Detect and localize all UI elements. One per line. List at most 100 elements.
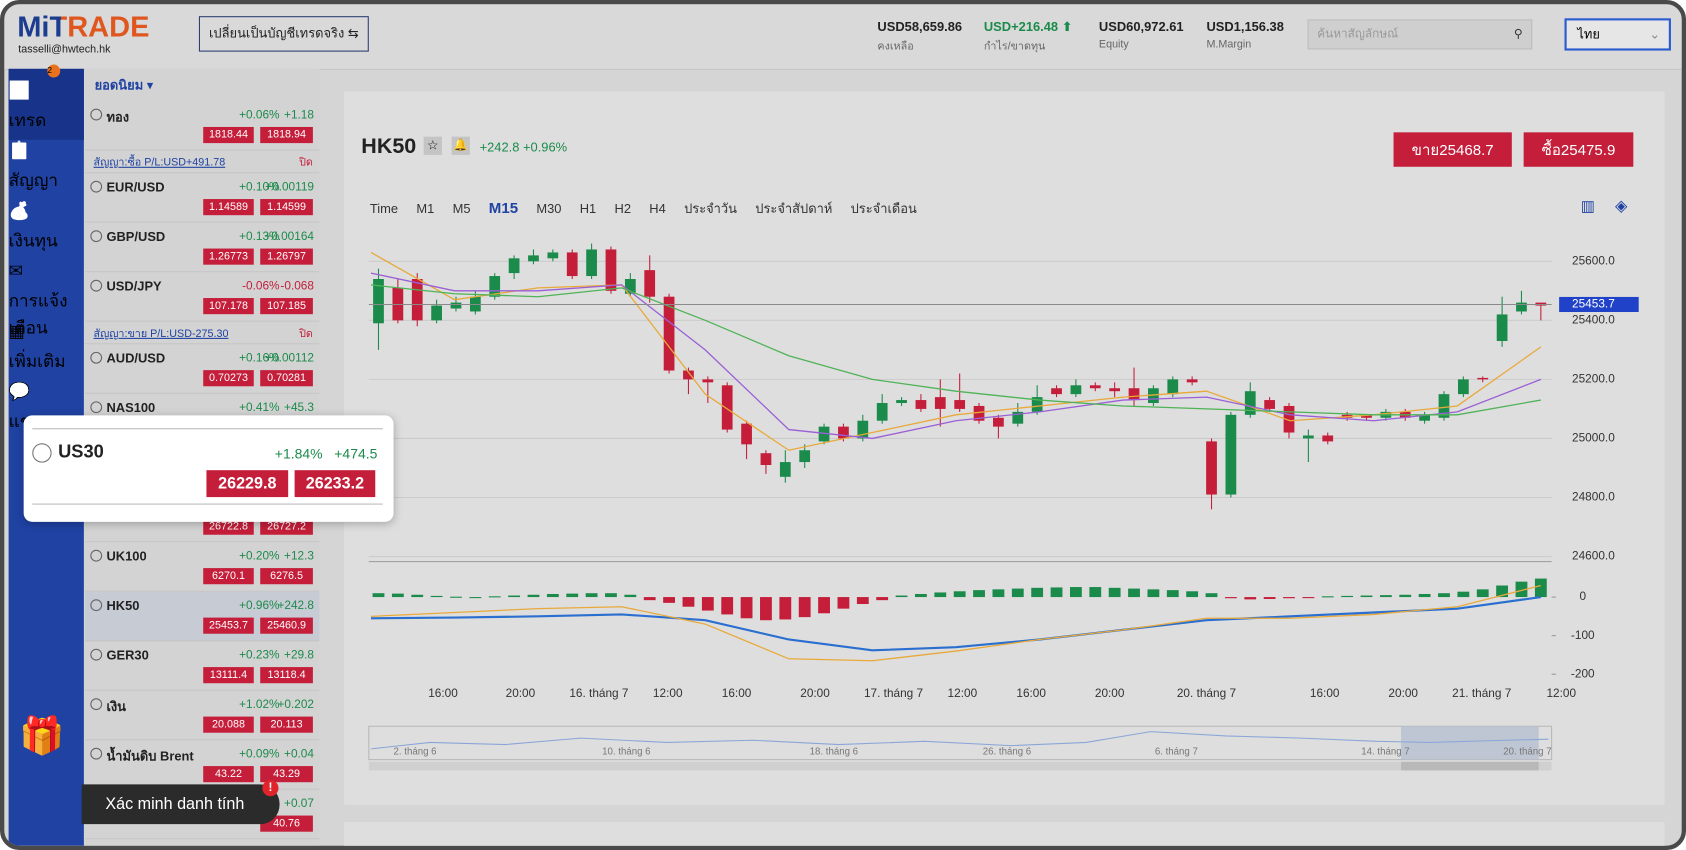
timeframe[interactable]: Time: [369, 201, 399, 217]
buy-price[interactable]: 1.26797: [260, 248, 313, 265]
buy-button[interactable]: ซื้อ25475.9: [1523, 132, 1634, 167]
radio[interactable]: [90, 108, 103, 121]
chart-type-button[interactable]: ▥: [1580, 196, 1595, 215]
watchlist-row[interactable]: ทอง +0.06% +1.18 1818.44 1818.94: [84, 101, 320, 151]
sidebar-item[interactable]: 💰 เงินทุน: [9, 200, 84, 260]
pct-change: +1.02%: [239, 698, 280, 712]
gift[interactable]: 🎁: [19, 715, 65, 757]
sidebar-item[interactable]: ✉ การแจ้งเตือน: [9, 260, 84, 338]
buy-price[interactable]: 1818.94: [260, 126, 313, 144]
watchlist-title: ยอดนิยม: [94, 77, 144, 93]
instrument-name: GBP/USD: [106, 229, 166, 245]
switch-button[interactable]: เปลี่ยนเป็นบัญชีเทรดจริง ⇆: [198, 16, 369, 52]
timeframe[interactable]: ประจำสัปดาห์: [755, 201, 833, 217]
stat-label: M.Margin: [1206, 38, 1252, 51]
radio[interactable]: [90, 648, 103, 661]
watchlist-row[interactable]: 26722.8 26727.2: [84, 493, 320, 543]
sell-price[interactable]: 26722.8: [203, 518, 254, 535]
popup-card[interactable]: US30 +1.84% +474.5 26229.8 26233.2: [23, 415, 394, 522]
watchlist-row[interactable]: น้ำมันดิบ Brent +0.09% +0.04 43.22 43.29: [84, 740, 320, 790]
sell-price[interactable]: 1.26773: [203, 248, 254, 265]
watchlist-header[interactable]: ยอดนิยม ▾: [94, 77, 154, 93]
timeframe[interactable]: H4: [649, 201, 666, 217]
sell-price[interactable]: 13111.4: [203, 667, 254, 684]
sell-price[interactable]: 6270.1: [203, 568, 254, 585]
popup-change: +474.5: [334, 445, 378, 462]
timeframe[interactable]: M1: [416, 201, 435, 217]
radio[interactable]: [90, 401, 103, 414]
sell-price[interactable]: 0.70273: [203, 370, 254, 387]
radio[interactable]: [90, 549, 103, 562]
pct-change: +0.96%: [239, 599, 280, 613]
popup-sell[interactable]: 26229.8: [206, 470, 289, 498]
watchlist-row[interactable]: UK100 +0.20% +12.3 6270.1 6276.5: [84, 542, 320, 592]
timeframe[interactable]: M5: [452, 201, 471, 217]
contract-close[interactable]: ปิด: [299, 157, 313, 169]
alert-button[interactable]: 🔔: [451, 136, 470, 155]
timeframe[interactable]: ประจำวัน: [684, 201, 737, 217]
timeframe[interactable]: H2: [614, 201, 632, 217]
sidebar-label: การแจ้งเตือน: [8, 292, 68, 338]
pct-change: +0.41%: [239, 401, 280, 415]
radio[interactable]: [90, 279, 103, 292]
buy-price[interactable]: 107.185: [260, 298, 313, 315]
pct-change: +0.16%: [239, 351, 280, 365]
toast[interactable]: Xác minh danh tính !: [81, 780, 280, 825]
buy-price[interactable]: 40.76: [260, 815, 313, 832]
buy-price[interactable]: 13118.4: [260, 667, 313, 684]
sidebar-item[interactable]: 📋 สัญญา 2: [9, 64, 84, 200]
popup-buy[interactable]: 26233.2: [294, 470, 376, 498]
layers-button[interactable]: ◈: [1615, 196, 1628, 216]
watchlist-row[interactable]: EUR/USD +0.10% +0.00119 1.14589 1.14599: [84, 173, 320, 223]
radio[interactable]: [90, 698, 103, 711]
watchlist-row[interactable]: GER30 +0.23% +29.8 13111.4 13118.4: [84, 641, 320, 691]
watchlist-row[interactable]: GBP/USD +0.13% +0.00164 1.26773 1.26797: [84, 223, 320, 273]
language-select[interactable]: ไทย ⌄: [1564, 18, 1671, 51]
radio[interactable]: [90, 230, 103, 243]
favorite-button[interactable]: ☆: [423, 136, 442, 155]
sell-button[interactable]: ขาย25468.7: [1393, 132, 1512, 167]
buy-price[interactable]: 25460.9: [260, 617, 313, 634]
buy-price[interactable]: 20.113: [260, 716, 313, 733]
radio[interactable]: [32, 443, 52, 463]
pct-change: -0.06%: [242, 279, 280, 293]
sidebar-item[interactable]: ▦ เพิ่มเติม: [9, 321, 84, 381]
popup-pct: +1.84%: [274, 445, 323, 462]
buy-price[interactable]: 0.70281: [260, 370, 313, 387]
contract-close[interactable]: ปิด: [299, 328, 313, 341]
watchlist-row[interactable]: HK50 +0.96% +242.8 25453.7 25460.9: [84, 591, 320, 642]
contract-link[interactable]: สัญญา:ขาย P/L:USD-275.30: [93, 328, 229, 341]
buy-price[interactable]: 26727.2: [260, 518, 313, 535]
instrument-name: EUR/USD: [106, 179, 165, 195]
sell-price[interactable]: 43.22: [203, 766, 254, 783]
radio[interactable]: [90, 351, 103, 364]
radio[interactable]: [90, 599, 103, 612]
watchlist-row[interactable]: AUD/USD +0.16% +0.00112 0.70273 0.70281: [84, 344, 320, 394]
watchlist-row[interactable]: เงิน +1.02% +0.202 20.088 20.113: [84, 691, 320, 741]
contract-link[interactable]: สัญญา:ซื้อ P/L:USD+491.78: [93, 157, 226, 169]
watchlist-row[interactable]: +0.07 40.76: [84, 790, 320, 840]
timeframe[interactable]: M15: [488, 199, 519, 217]
search-box[interactable]: ค้นหาสัญลักษณ์ ⚲: [1307, 19, 1533, 50]
timeframe[interactable]: ประจำเดือน: [850, 201, 917, 217]
sell-price[interactable]: 20.088: [203, 716, 254, 733]
watchlist: ยอดนิยม ▾ ทอง +0.06% +1.18 1818.44 1818.94 สั…: [84, 68, 320, 846]
sell-price[interactable]: 25453.7: [203, 617, 254, 634]
timeframe[interactable]: M30: [536, 201, 562, 217]
buy-price[interactable]: 43.29: [260, 766, 313, 783]
watchlist-row[interactable]: USD/JPY -0.06% -0.068 107.178 107.185: [84, 272, 320, 322]
pct-change: +0.06%: [239, 108, 280, 122]
sell-price[interactable]: 1818.44: [203, 126, 254, 144]
buy-price[interactable]: 1.14599: [260, 199, 313, 216]
sell-price[interactable]: 1.14589: [203, 199, 254, 216]
change: +29.8: [284, 648, 314, 662]
radio[interactable]: [90, 180, 103, 193]
chart-panel: HK50 ☆ 🔔 +242.8 +0.96% ขาย25468.7 ซื้อ25…: [344, 91, 1665, 805]
sidebar-item[interactable]: 📈 เทรด: [8, 68, 84, 140]
timeframe[interactable]: H1: [579, 201, 597, 217]
instrument-name: GER30: [106, 647, 149, 663]
sell-price[interactable]: 107.178: [203, 298, 254, 315]
radio[interactable]: [90, 747, 103, 760]
change: +0.04: [284, 747, 314, 761]
buy-price[interactable]: 6276.5: [260, 568, 313, 585]
